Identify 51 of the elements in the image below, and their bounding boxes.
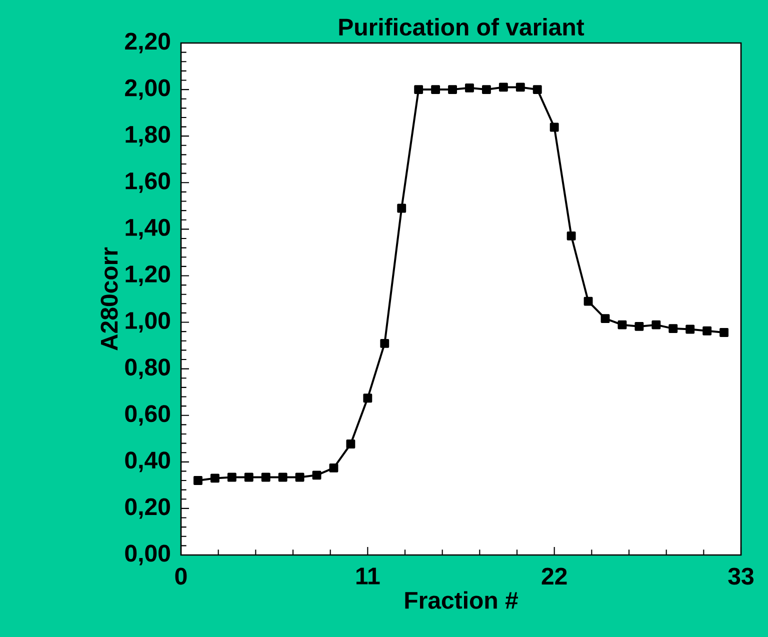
x-axis-title: Fraction #: [405, 591, 518, 609]
x-tick-label: 33: [728, 568, 754, 585]
point: [720, 328, 728, 337]
y-tick-label: 0,40: [125, 452, 170, 472]
point: [414, 85, 424, 94]
point: [465, 83, 474, 92]
x-tick-label: 0: [175, 568, 187, 585]
point: [516, 82, 525, 92]
point: [431, 85, 440, 94]
point: [363, 394, 372, 403]
point: [329, 463, 338, 472]
point: [566, 231, 576, 240]
y-tick-label: 1,60: [126, 172, 170, 193]
point: [397, 204, 406, 213]
point: [584, 296, 593, 306]
y-tick-label: 1,20: [126, 265, 170, 286]
point: [600, 314, 610, 324]
point: [668, 324, 678, 334]
point: [482, 85, 491, 94]
point: [618, 320, 627, 330]
point: [702, 326, 712, 336]
point: [686, 324, 695, 334]
point: [448, 85, 457, 94]
y-tick-label: 0,20: [125, 498, 170, 519]
point: [550, 122, 559, 132]
chart-title: Purification of variant: [339, 18, 584, 36]
point: [261, 472, 270, 482]
point: [244, 472, 254, 482]
y-tick-label: 0,80: [125, 358, 170, 380]
point: [278, 472, 288, 482]
y-tick-label: 2,00: [125, 79, 170, 100]
y-tick-label: 0,60: [125, 405, 170, 426]
point: [346, 440, 356, 448]
x-tick-label: 22: [542, 568, 567, 584]
y-axis-title: A280corr: [100, 247, 118, 350]
point: [532, 85, 542, 94]
point: [227, 472, 236, 482]
point: [652, 320, 661, 330]
point: [634, 322, 644, 331]
x-tick-label: 11: [356, 568, 380, 584]
y-tick-label: 0,00: [125, 544, 170, 566]
y-tick-label: 1,00: [126, 312, 170, 333]
point: [498, 82, 508, 92]
y-tick-label: 1,80: [126, 126, 170, 146]
y-tick-label: 2,20: [125, 32, 170, 54]
point: [194, 476, 202, 485]
point: [295, 472, 304, 482]
point: [380, 338, 390, 348]
point: [312, 470, 322, 480]
y-tick-label: 1,40: [126, 218, 170, 240]
point: [210, 474, 220, 483]
